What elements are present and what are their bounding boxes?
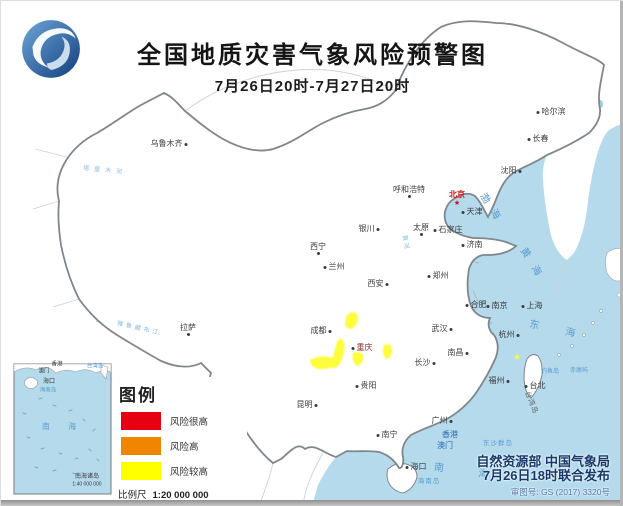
map-approval-number: 审图号: GS (2017) 3320号 xyxy=(510,486,610,497)
risk-areas-yellow xyxy=(310,312,520,370)
legend-title: 图例 xyxy=(119,386,157,405)
attribution: 自然资源部 中国气象局 7月26日18时联合发布 审图号: GS (2017) … xyxy=(476,454,610,498)
scale-label: 比例尺 xyxy=(118,490,147,501)
legend-label: 风险高 xyxy=(170,442,199,453)
issuing-agencies: 自然资源部 中国气象局 xyxy=(476,454,610,469)
legend-label: 风险较高 xyxy=(170,467,209,478)
frame-bottom xyxy=(1,500,623,506)
taiwan-island xyxy=(523,354,543,399)
page-title: 全国地质灾害气象风险预警图 xyxy=(137,42,488,69)
issue-time: 7月26日18时联合发布 xyxy=(482,468,610,484)
legend-row: 风险很高 xyxy=(121,412,247,430)
map-scale: 比例尺 1:20 000 000 xyxy=(118,487,247,501)
valid-period: 7月26日20时-7月27日20时 xyxy=(214,78,411,95)
frame-right xyxy=(620,1,623,506)
agency-logo xyxy=(22,20,80,78)
legend: 图例 风险很高风险高风险较高 比例尺 1:20 000 000 xyxy=(113,377,247,501)
japan-islands xyxy=(557,248,623,357)
legend-row: 风险高 xyxy=(121,437,247,455)
legend-swatch xyxy=(121,412,161,430)
hainan-island xyxy=(386,463,418,494)
legend-label: 风险很高 xyxy=(170,417,209,428)
legend-row: 风险较高 xyxy=(121,462,247,480)
south-china-sea-inset xyxy=(13,363,112,495)
scale-value: 1:20 000 000 xyxy=(152,490,209,501)
ocean xyxy=(312,123,623,506)
legend-swatch xyxy=(121,462,161,480)
legend-swatch xyxy=(121,437,161,455)
legend-items: 风险很高风险高风险较高 xyxy=(113,412,247,480)
